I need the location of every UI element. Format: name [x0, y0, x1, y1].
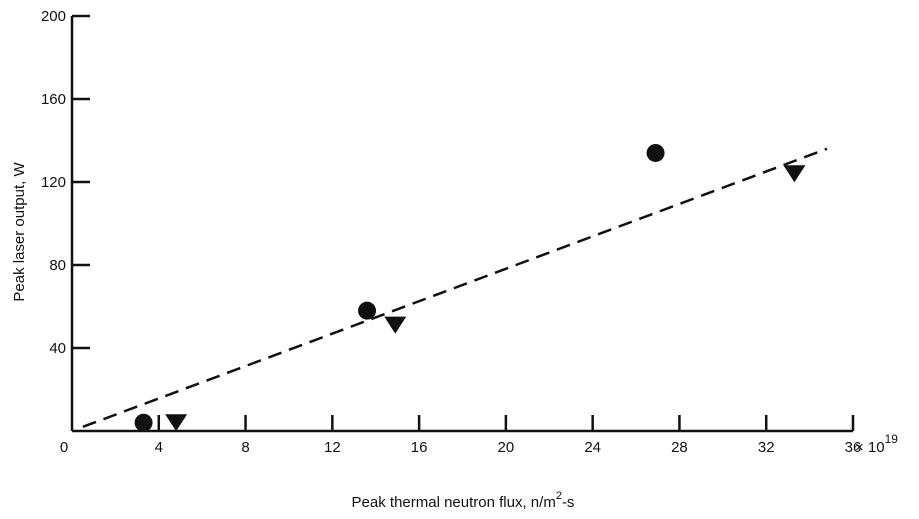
x-axis-title: Peak thermal neutron flux, n/m2-s [352, 490, 575, 511]
x-axis-multiplier: × 1019 [855, 432, 898, 456]
y-tick-label-200: 200 [41, 8, 66, 25]
y-axis-title: Peak laser output, W [11, 162, 28, 302]
x-tick-label-16: 16 [411, 439, 428, 456]
data-markers [134, 143, 806, 432]
x-tick-label-8: 8 [241, 439, 249, 456]
x-tick-label-28: 28 [671, 439, 688, 456]
triangle-point-0 [165, 414, 188, 432]
triangle-point-2 [783, 165, 806, 183]
axes [70, 16, 853, 433]
x-axis-title-main: Peak thermal neutron flux, n/m [352, 494, 556, 511]
circle-point-1 [358, 301, 377, 320]
triangle-point-1 [384, 316, 407, 334]
fit-line [82, 147, 828, 429]
x-multiplier-base: × 10 [855, 439, 885, 456]
x-multiplier-exp: 19 [885, 432, 899, 446]
x-tick-label-24: 24 [584, 439, 601, 456]
x-tick-label-0: 0 [60, 439, 68, 456]
y-tick-label-40: 40 [49, 340, 66, 357]
y-tick-label-160: 160 [41, 91, 66, 108]
x-tick-label-12: 12 [324, 439, 341, 456]
x-tick-label-32: 32 [758, 439, 775, 456]
x-axis-title-suffix: -s [562, 494, 575, 511]
x-tick-label-20: 20 [498, 439, 515, 456]
x-axis-title-sup: 2 [556, 490, 562, 502]
tick-labels: 0 4 8 12 16 20 24 28 32 36 40 80 120 160 200 [41, 8, 861, 456]
x-tick-label-4: 4 [155, 439, 163, 456]
x-tick-label-36: 36 [845, 439, 862, 456]
y-tick-label-120: 120 [41, 174, 66, 191]
circle-point-0 [134, 413, 153, 432]
ticks [72, 14, 855, 431]
y-tick-label-80: 80 [49, 257, 66, 274]
circle-point-2 [646, 143, 665, 162]
